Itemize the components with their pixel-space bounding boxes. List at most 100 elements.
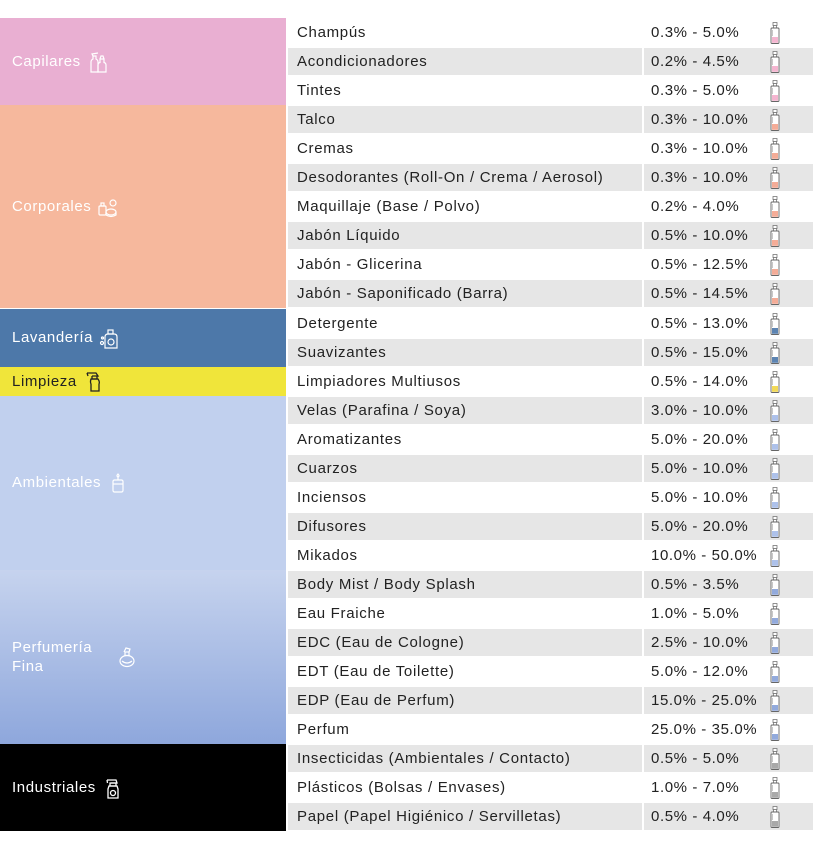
dosage-range-cell: 0.3% - 5.0% (644, 19, 813, 46)
shampoo-bottles-icon (87, 51, 109, 73)
product-name-cell: Inciensos (288, 483, 642, 511)
table-row: Limpiadores Multiusos 0.5% - 14.0% (286, 367, 813, 396)
table-row: Velas (Parafina / Soya) 3.0% - 10.0% (286, 396, 813, 425)
product-name-cell: Limpiadores Multiusos (288, 367, 642, 395)
table-row: Talco 0.3% - 10.0% (286, 105, 813, 134)
table-row: EDP (Eau de Perfum) 15.0% - 25.0% (286, 686, 813, 715)
perfume-vial-icon (768, 632, 782, 654)
dosage-range-cell: 0.5% - 15.0% (644, 338, 813, 366)
dosage-range-cell: 5.0% - 10.0% (644, 454, 813, 482)
dosage-range-cell: 0.5% - 3.5% (644, 570, 813, 598)
category-cell: Perfumería Fina (0, 569, 286, 745)
product-name-cell: Talco (288, 106, 642, 134)
product-name-cell: Body Mist / Body Splash (288, 570, 642, 598)
product-name-cell: Insecticidas (Ambientales / Contacto) (288, 745, 642, 773)
product-name-cell: Aromatizantes (288, 425, 642, 453)
product-name-cell: EDC (Eau de Cologne) (288, 629, 642, 657)
category-group: Ambientales Velas (Parafina / Soya) 3.0% -… (0, 395, 813, 570)
dosage-range-cell: 0.3% - 5.0% (644, 77, 813, 105)
category-cell: Lavandería (0, 308, 286, 367)
product-name-cell: Acondicionadores (288, 48, 642, 76)
table-row: Eau Fraiche 1.0% - 5.0% (286, 599, 813, 628)
dosage-range-cell: 0.3% - 10.0% (644, 106, 813, 134)
perfume-vial-icon (768, 574, 782, 596)
perfume-vial-icon (768, 51, 782, 73)
dosage-range-cell: 2.5% - 10.0% (644, 629, 813, 657)
perfume-vial-icon (768, 544, 782, 567)
category-label: Ambientales (12, 474, 102, 492)
perfume-vial-icon (768, 22, 782, 44)
product-name-cell: Champús (288, 19, 642, 46)
product-name-cell: Cremas (288, 135, 642, 163)
table-row: Acondicionadores 0.2% - 4.5% (286, 47, 813, 76)
dosage-range-cell: 5.0% - 10.0% (644, 483, 813, 511)
category-cell: Capilares (0, 18, 286, 106)
dosage-range-cell: 0.5% - 13.0% (644, 309, 813, 337)
dosage-range-cell: 1.0% - 5.0% (644, 599, 813, 627)
dosage-range-cell: 3.0% - 10.0% (644, 396, 813, 424)
dosage-range-cell: 10.0% - 50.0% (644, 541, 813, 569)
table-row: Jabón - Glicerina 0.5% - 12.5% (286, 250, 813, 279)
table-row: Papel (Papel Higiénico / Servilletas) 0.5… (286, 802, 813, 831)
table-row: Cuarzos 5.0% - 10.0% (286, 454, 813, 483)
table-row: Mikados 10.0% - 50.0% (286, 541, 813, 570)
dosage-range-cell: 0.5% - 5.0% (644, 745, 813, 773)
product-name-cell: Mikados (288, 541, 642, 569)
cosmetics-icon (97, 196, 119, 218)
perfume-vial-icon (768, 312, 782, 335)
candle-jar-icon (107, 472, 129, 494)
category-cell: Industriales (0, 744, 286, 832)
category-group: Corporales Talco 0.3% - 10.0% Cremas 0.3% - … (0, 105, 813, 309)
table-row: Suavizantes 0.5% - 15.0% (286, 338, 813, 367)
product-name-cell: Suavizantes (288, 338, 642, 366)
dosage-range-cell: 0.5% - 12.5% (644, 251, 813, 279)
perfume-vial-icon (768, 777, 782, 800)
perfume-bottle-icon (116, 646, 138, 668)
dosage-range-cell: 0.3% - 10.0% (644, 164, 813, 192)
category-cell: Ambientales (0, 395, 286, 570)
table-row: Cremas 0.3% - 10.0% (286, 134, 813, 163)
product-name-cell: EDT (Eau de Toilette) (288, 658, 642, 686)
category-group: Perfumería Fina Body Mist / Body Splash 0.… (0, 569, 813, 745)
dosage-range-cell: 0.2% - 4.0% (644, 193, 813, 221)
product-name-cell: EDP (Eau de Perfum) (288, 687, 642, 715)
category-label: Industriales (12, 779, 96, 797)
perfume-vial-icon (768, 254, 782, 277)
category-label: Limpieza (12, 372, 77, 390)
category-group: Lavandería Detergente 0.5% - 13.0% Suavizan… (0, 308, 813, 367)
dosage-range-cell: 25.0% - 35.0% (644, 716, 813, 744)
dosage-range-cell: 5.0% - 12.0% (644, 658, 813, 686)
perfume-vial-icon (768, 138, 782, 161)
table-row: Jabón - Saponificado (Barra) 0.5% - 14.5% (286, 279, 813, 308)
table-row: Desodorantes (Roll-On / Crema / Aerosol)… (286, 163, 813, 192)
dosage-range-cell: 1.0% - 7.0% (644, 774, 813, 802)
product-name-cell: Papel (Papel Higiénico / Servilletas) (288, 803, 642, 831)
table-row: Jabón Líquido 0.5% - 10.0% (286, 221, 813, 250)
perfume-vial-icon (768, 167, 782, 190)
category-group: Limpieza Limpiadores Multiusos 0.5% - 14.0… (0, 366, 813, 396)
product-name-cell: Difusores (288, 512, 642, 540)
dosage-range-cell: 0.5% - 14.0% (644, 367, 813, 395)
dosage-range-cell: 15.0% - 25.0% (644, 687, 813, 715)
dosage-range-cell: 0.5% - 14.5% (644, 280, 813, 308)
perfume-vial-icon (768, 806, 782, 829)
table-row: Champús 0.3% - 5.0% (286, 18, 813, 47)
table-row: Tintes 0.3% - 5.0% (286, 76, 813, 105)
product-name-cell: Jabón - Saponificado (Barra) (288, 280, 642, 308)
laundry-detergent-icon (99, 327, 121, 349)
fragrance-dosage-table: Capilares Champús 0.3% - 5.0% Acondicionado… (0, 18, 813, 832)
table-row: Detergente 0.5% - 13.0% (286, 309, 813, 338)
table-row: Plásticos (Bolsas / Envases) 1.0% - 7.0% (286, 773, 813, 802)
table-row: Aromatizantes 5.0% - 20.0% (286, 425, 813, 454)
perfume-vial-icon (768, 196, 782, 219)
category-cell: Limpieza (0, 366, 286, 396)
dosage-range-cell: 0.2% - 4.5% (644, 48, 813, 76)
product-name-cell: Tintes (288, 77, 642, 105)
category-label: Perfumería Fina (12, 639, 93, 676)
industrial-spray-icon (102, 777, 124, 799)
category-label: Capilares (12, 53, 81, 71)
category-group: Capilares Champús 0.3% - 5.0% Acondicionado… (0, 18, 813, 106)
product-name-cell: Eau Fraiche (288, 599, 642, 627)
product-name-cell: Detergente (288, 309, 642, 337)
product-name-cell: Maquillaje (Base / Polvo) (288, 193, 642, 221)
